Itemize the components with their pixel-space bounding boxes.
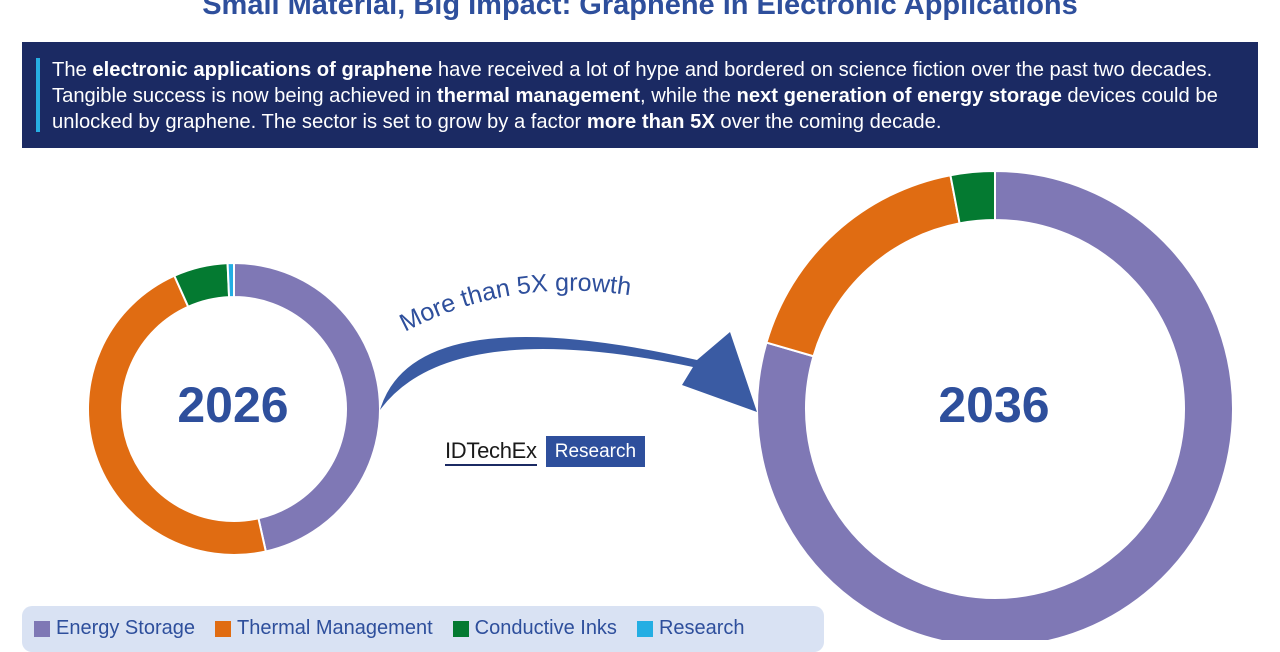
- donut-2026: [87, 261, 381, 556]
- year-label-2036: 2036: [938, 377, 1050, 433]
- growth-arrow: [380, 332, 757, 412]
- summary-highlight: next generation of energy storage: [736, 85, 1062, 107]
- donut-slice-energy-storage: [756, 169, 1234, 640]
- summary-highlight: thermal management: [436, 85, 640, 107]
- idtechex-logo: IDTechEx Research: [445, 435, 646, 467]
- legend-label: Thermal Management: [236, 617, 433, 639]
- legend-swatch: [214, 620, 231, 637]
- page-title: Small Material, Big Impact: Graphene in …: [202, 0, 1078, 21]
- summary-highlight: electronic applications of graphene: [92, 59, 433, 81]
- donut-slice-thermal-management: [765, 174, 961, 358]
- legend-swatch: [452, 620, 469, 637]
- year-label-2026: 2026: [177, 377, 289, 433]
- logo-research-badge: Research: [545, 435, 646, 467]
- summary-fragment: The: [52, 59, 93, 81]
- growth-arrow-label: More than 5X growth: [395, 269, 633, 338]
- summary-fragment: over the coming decade.: [714, 111, 942, 133]
- donut-slice-research: [226, 261, 235, 299]
- banner-accent-bar: [36, 58, 40, 132]
- legend-label: Research: [658, 617, 745, 639]
- chart-legend: Energy Storage Thermal Management Conducti…: [22, 606, 824, 652]
- logo-wordmark: IDTechEx: [445, 436, 537, 466]
- legend-label: Energy Storage: [56, 617, 195, 639]
- legend-swatch: [34, 620, 50, 637]
- donut-slice-energy-storage: [233, 261, 381, 553]
- legend-label: Conductive Inks: [474, 617, 617, 639]
- donut-2036: [756, 169, 1234, 640]
- summary-fragment: devices could be unlocked by graphene. T…: [52, 85, 1218, 133]
- legend-item: Research: [636, 617, 745, 640]
- summary-highlight: more than 5X: [586, 111, 715, 133]
- summary-fragment: , while the: [639, 85, 737, 107]
- legend-item: Thermal Management: [214, 617, 433, 640]
- summary-fragment: have received a lot of hype and bordered…: [52, 59, 1213, 107]
- donut-slice-thermal-management: [87, 274, 268, 556]
- summary-banner: The electronic applications of graphene …: [22, 42, 1258, 148]
- legend-item: Energy Storage: [34, 617, 195, 640]
- donut-slice-conductive-inks: [949, 169, 996, 225]
- legend-item: Conductive Inks: [452, 617, 617, 640]
- legend-swatch: [636, 620, 653, 637]
- summary-text: The electronic applications of graphene …: [52, 57, 1244, 135]
